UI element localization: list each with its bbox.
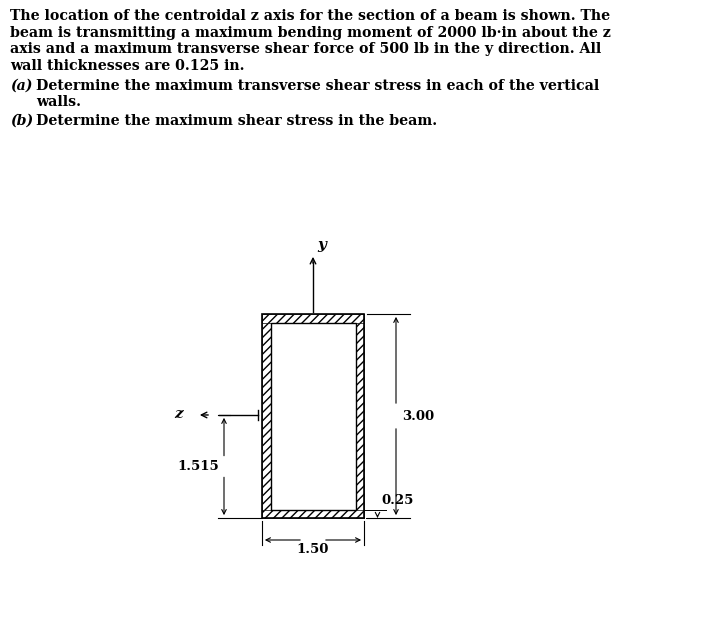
Text: axis and a maximum transverse shear force of 500 lb in the y direction. All: axis and a maximum transverse shear forc… bbox=[10, 42, 601, 56]
Text: walls.: walls. bbox=[36, 96, 81, 110]
Bar bbox=[262, 314, 270, 518]
Text: (a): (a) bbox=[10, 79, 33, 93]
Text: 3.00: 3.00 bbox=[402, 409, 434, 423]
Bar bbox=[270, 322, 356, 510]
Text: Determine the maximum transverse shear stress in each of the vertical: Determine the maximum transverse shear s… bbox=[36, 79, 599, 93]
Text: (b): (b) bbox=[10, 114, 33, 128]
Text: 0.25: 0.25 bbox=[382, 495, 414, 508]
Text: y: y bbox=[317, 238, 326, 252]
Text: Determine the maximum shear stress in the beam.: Determine the maximum shear stress in th… bbox=[36, 114, 437, 128]
Text: wall thicknesses are 0.125 in.: wall thicknesses are 0.125 in. bbox=[10, 58, 244, 73]
Text: 1.515: 1.515 bbox=[177, 460, 219, 473]
Text: beam is transmitting a maximum bending moment of 2000 lb·in about the z: beam is transmitting a maximum bending m… bbox=[10, 26, 611, 39]
Bar bbox=[262, 314, 364, 518]
Bar bbox=[262, 314, 364, 322]
Text: z: z bbox=[174, 407, 183, 421]
Text: The location of the centroidal z axis for the section of a beam is shown. The: The location of the centroidal z axis fo… bbox=[10, 9, 610, 23]
Bar bbox=[262, 510, 364, 518]
Text: 1.50: 1.50 bbox=[297, 543, 329, 556]
Bar bbox=[356, 314, 364, 518]
Bar bbox=[270, 322, 356, 510]
